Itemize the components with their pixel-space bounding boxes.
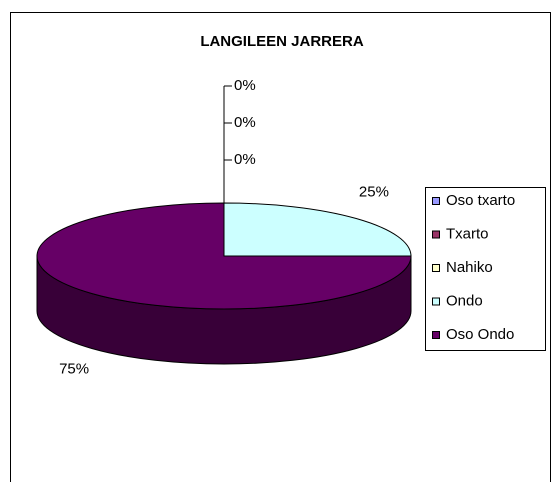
legend-swatch [432,297,440,306]
data-label: 0% [234,151,256,168]
chart-title: LANGILEEN JARRERA [200,33,364,50]
legend-swatch [432,230,440,239]
legend-label: Oso Ondo [446,326,514,343]
legend-swatch [432,331,440,339]
legend-label: Nahiko [446,259,493,276]
legend-label: Oso txarto [446,192,515,209]
slice [36,202,412,310]
data-label: 0% [234,114,256,131]
data-label: 75% [59,361,89,378]
data-label: 0% [234,77,256,94]
legend-label: Ondo [446,292,483,309]
data-label: 25% [359,183,389,200]
legend-swatch [432,264,440,272]
legend-swatch [432,197,440,205]
legend-box [425,187,546,351]
slice [223,202,412,257]
legend-label: Txarto [446,225,489,242]
